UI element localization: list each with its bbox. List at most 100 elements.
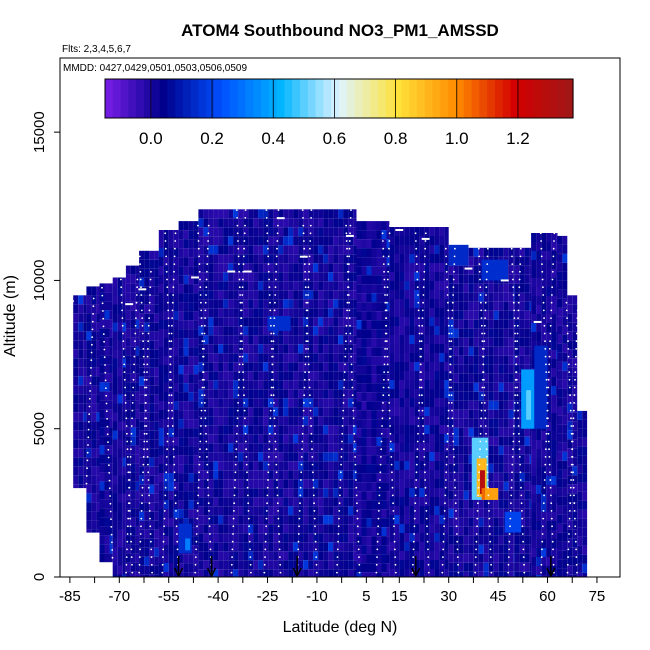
heatmap-cell (546, 386, 552, 395)
profile-dot (172, 440, 175, 443)
heatmap-cell (498, 517, 504, 527)
profile-dot (147, 479, 150, 481)
heatmap-cell (248, 488, 254, 498)
heatmap-cell (429, 398, 435, 407)
heatmap-cell (213, 281, 219, 291)
heatmap-cell (394, 452, 400, 461)
heatmap-cell (429, 524, 435, 533)
heatmap-cell (278, 470, 284, 480)
heatmap-cell (303, 470, 309, 480)
heatmap-cell (353, 407, 357, 417)
heatmap-cell (253, 542, 259, 552)
heatmap-cell (112, 565, 118, 575)
heatmap-cell (313, 362, 319, 372)
heatmap-cell (218, 362, 224, 372)
heatmap-cell (503, 418, 509, 428)
profile-dot (245, 448, 248, 451)
profile-dot (277, 525, 280, 528)
heatmap-cell (203, 452, 209, 462)
profile-dot (241, 294, 244, 296)
heatmap-cell (78, 295, 84, 305)
heatmap-cell (546, 548, 552, 557)
heatmap-cell (468, 526, 474, 536)
profile-dot (236, 425, 239, 427)
heatmap-cell (514, 553, 520, 563)
heatmap-cell (163, 293, 169, 302)
heatmap-cell (343, 218, 349, 228)
heatmap-cell (104, 472, 110, 482)
heatmap-cell (288, 308, 294, 318)
heatmap-cell (386, 293, 390, 303)
heatmap-cell (409, 263, 415, 272)
profile-dot (103, 348, 106, 351)
profile-dot (120, 294, 123, 296)
heatmap-cell (338, 272, 344, 282)
heatmap-cell (531, 566, 537, 575)
heatmap-cell (371, 500, 377, 510)
profile-dot (143, 363, 145, 366)
heatmap-cell (188, 284, 194, 294)
heatmap-cell (376, 365, 382, 375)
profile-dot (167, 324, 170, 327)
heatmap-cell (371, 410, 377, 420)
heatmap-cell (248, 497, 254, 507)
heatmap-cell (86, 304, 92, 314)
heatmap-cell (193, 311, 199, 321)
profile-dot (127, 510, 130, 512)
heatmap-cell (178, 509, 184, 519)
profile-dot (89, 390, 91, 392)
heatmap-cell (218, 425, 224, 435)
heatmap-cell (519, 463, 525, 473)
heatmap-cell (149, 484, 155, 494)
heatmap-cell (149, 259, 155, 269)
heatmap-cell (424, 461, 430, 470)
profile-dot (141, 309, 143, 312)
profile-dot (241, 286, 244, 289)
heatmap-cell (353, 497, 357, 507)
heatmap-cell (313, 425, 319, 435)
heatmap-cell (473, 553, 479, 563)
heatmap-cell (233, 425, 239, 435)
heatmap-cell (458, 508, 464, 518)
heatmap-cell (562, 334, 568, 344)
heatmap-cell (183, 266, 189, 276)
profile-dot (194, 571, 197, 574)
heatmap-cell (366, 239, 372, 249)
heatmap-cell (468, 382, 474, 392)
heatmap-cell (268, 569, 274, 577)
heatmap-cell (173, 401, 179, 410)
heatmap-cell (125, 346, 131, 356)
profile-dot (375, 571, 378, 574)
heatmap-cell (104, 463, 110, 473)
profile-dot (161, 571, 164, 574)
heatmap-cell (273, 524, 279, 534)
heatmap-cell (233, 254, 239, 264)
heatmap-cell (529, 508, 532, 518)
heatmap-cell (439, 263, 445, 272)
profile-dot (302, 232, 305, 235)
heatmap-cell (303, 299, 309, 309)
heatmap-cell (366, 347, 372, 357)
heatmap-cell (158, 491, 164, 500)
heatmap-cell (218, 308, 224, 318)
heatmap-cell (376, 410, 382, 420)
heatmap-cell (343, 461, 349, 471)
profile-dot (279, 563, 282, 566)
heatmap-cell (228, 353, 234, 363)
profile-dot (123, 363, 126, 366)
heatmap-cell (399, 236, 405, 245)
heatmap-cell (293, 452, 299, 462)
profile-dot (342, 409, 345, 412)
heatmap-cell (158, 374, 164, 383)
profile-dot (275, 255, 278, 258)
heatmap-cell (154, 295, 159, 305)
heatmap-cell (253, 272, 259, 282)
heatmap-cell (366, 356, 372, 366)
heatmap-cell (233, 488, 239, 498)
heatmap-cell (163, 401, 169, 410)
heatmap-cell (419, 533, 425, 542)
heatmap-cell (448, 283, 454, 293)
heatmap-cell (562, 271, 568, 281)
heatmap-cell (228, 380, 234, 390)
heatmap-cell (556, 476, 558, 485)
